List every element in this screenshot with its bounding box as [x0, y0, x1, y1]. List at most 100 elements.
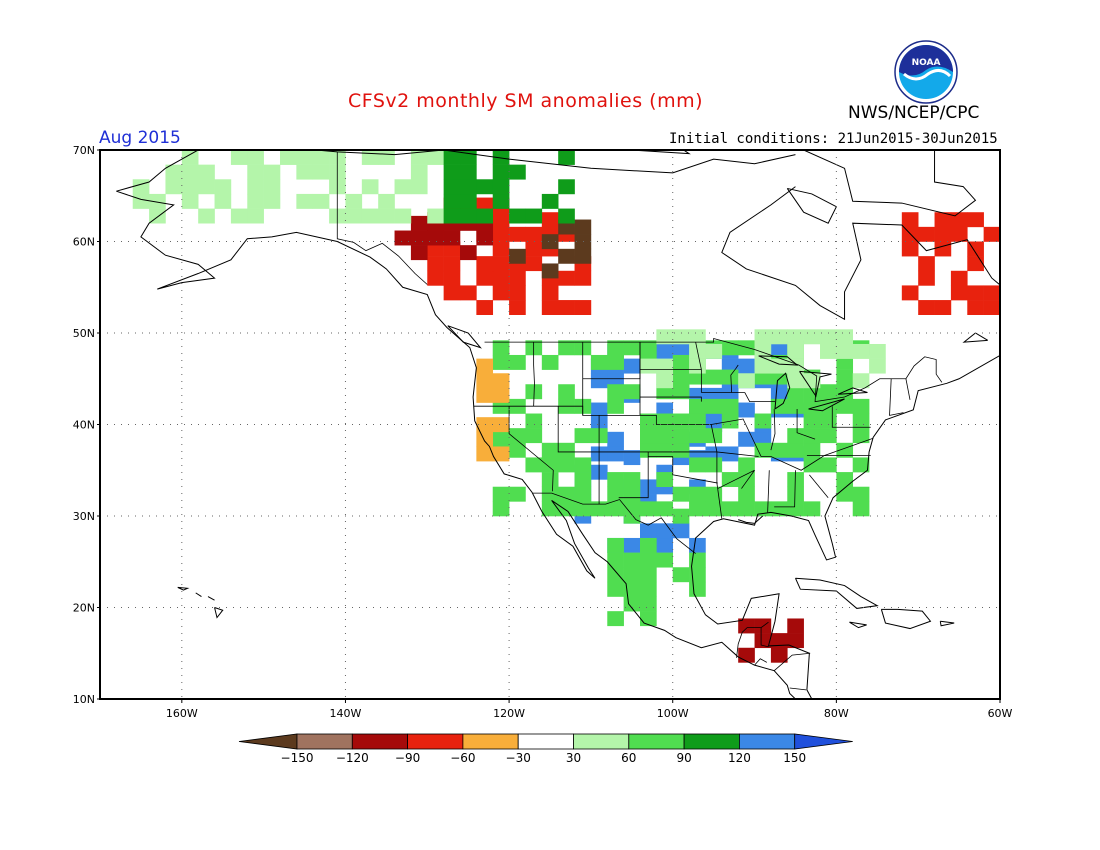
anomaly-cell [640, 523, 657, 539]
anomaly-cell [558, 384, 575, 400]
anomaly-cell [541, 442, 559, 458]
anomaly-cell [181, 150, 199, 151]
anomaly-cell [689, 413, 706, 429]
anomaly-cell [541, 457, 559, 473]
colorbar-tick-label: −30 [506, 751, 531, 765]
anomaly-cell [541, 472, 559, 488]
anomaly-cell [443, 285, 461, 301]
coastline [207, 596, 215, 601]
anomaly-cell [558, 486, 575, 502]
anomaly-cell [181, 193, 199, 209]
anomaly-cell [410, 215, 428, 231]
anomaly-cell [705, 398, 723, 414]
anomaly-cell [394, 150, 412, 151]
boundary-line [905, 378, 911, 400]
coastline [468, 113, 591, 144]
anomaly-cell [132, 193, 150, 209]
anomaly-cell [574, 486, 592, 502]
logo-text: NOAA [912, 58, 941, 68]
coastline [801, 150, 977, 217]
coastline [880, 608, 932, 630]
coastline [849, 621, 867, 629]
anomaly-cell [852, 398, 870, 414]
anomaly-cell [656, 472, 674, 488]
anomaly-cell [836, 369, 854, 385]
anomaly-cell [492, 226, 510, 242]
anomaly-cell [934, 226, 952, 242]
anomaly-cell [574, 472, 592, 488]
anomaly-cell [623, 384, 641, 400]
boundary-line [533, 342, 535, 407]
anomaly-cell [574, 300, 592, 315]
anomaly-cell [492, 417, 510, 433]
anomaly-cell [623, 596, 641, 612]
anomaly-cell [509, 285, 526, 301]
anomaly-cell [558, 248, 575, 264]
anomaly-cell [443, 179, 461, 195]
coastlines [116, 113, 1059, 699]
anomaly-cell [607, 552, 624, 568]
anomaly-cell [476, 230, 494, 246]
anomaly-cell [672, 413, 690, 429]
coastline [447, 325, 482, 349]
anomaly-cell [247, 150, 264, 165]
anomaly-cell [672, 523, 690, 539]
anomaly-cell [623, 450, 641, 466]
anomaly-cell [689, 398, 706, 414]
boundary-line [760, 627, 769, 648]
anomaly-cell [558, 300, 575, 315]
latitude-label: 30N [73, 510, 95, 523]
anomaly-cell [541, 150, 559, 151]
anomaly-cell [607, 340, 624, 356]
anomaly-cell [640, 567, 657, 583]
anomaly-cell [509, 354, 526, 370]
anomaly-cell [558, 208, 575, 224]
anomaly-cell [509, 248, 526, 264]
anomaly-cell [525, 413, 543, 429]
anomaly-cell [558, 457, 575, 473]
anomaly-cell [705, 343, 723, 359]
anomaly-cell [263, 193, 281, 209]
anomaly-cell [836, 398, 854, 414]
anomaly-cell [967, 300, 984, 315]
anomaly-cell [770, 501, 788, 517]
anomaly-cell [541, 300, 559, 315]
anomaly-cell [590, 354, 608, 370]
anomaly-cell [950, 285, 968, 301]
boundary-line [336, 151, 428, 285]
anomaly-cell [901, 212, 919, 228]
anomaly-cell [656, 343, 674, 359]
coastline [631, 150, 691, 155]
anomaly-cell [476, 179, 494, 195]
anomaly-cell [672, 369, 690, 385]
anomaly-cell [623, 508, 641, 524]
coastline [1004, 318, 1059, 362]
anomaly-cell [541, 285, 559, 301]
anomaly-cell [656, 537, 674, 553]
colorbar-segment [462, 733, 519, 750]
anomaly-cell [852, 343, 870, 359]
anomaly-cell [590, 402, 608, 418]
anomaly-cell [378, 208, 395, 224]
anomaly-cell [672, 567, 690, 583]
colorbar-tick-label: −120 [336, 751, 369, 765]
anomaly-cell [607, 472, 624, 488]
anomaly-cell [623, 567, 641, 583]
latitude-label: 60N [73, 236, 95, 249]
anomaly-cell [738, 340, 755, 356]
anomaly-cell [607, 537, 624, 553]
anomaly-cell [149, 193, 166, 209]
colorbar-segment [296, 733, 353, 750]
anomaly-cell [443, 256, 461, 272]
anomaly-cell [541, 234, 559, 250]
colorbar-tick-label: 90 [676, 751, 691, 765]
anomaly-cell [574, 428, 592, 444]
anomaly-cell [623, 486, 641, 502]
anomaly-cell [541, 486, 559, 502]
anomaly-cell [296, 150, 314, 165]
anomaly-cell [492, 193, 510, 209]
anomaly-cell [574, 234, 592, 250]
anomaly-cell [590, 373, 608, 389]
anomaly-cell [836, 343, 854, 359]
